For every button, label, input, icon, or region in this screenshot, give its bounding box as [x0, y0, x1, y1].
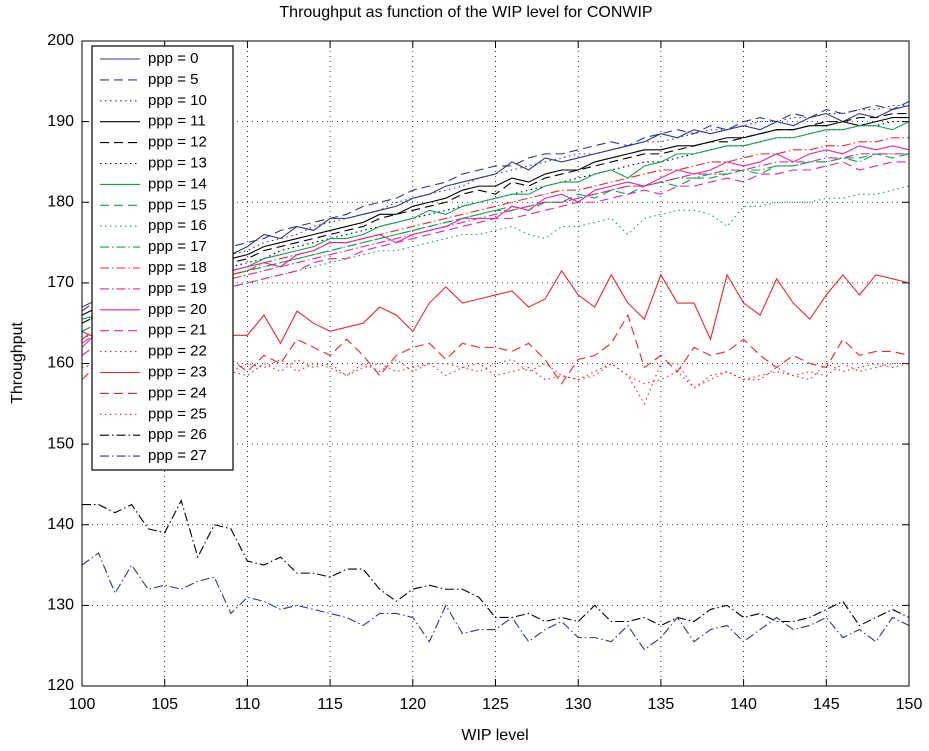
x-tick-label: 125: [482, 696, 509, 713]
legend-label: ppp = 26: [148, 426, 207, 443]
legend-label: ppp = 15: [148, 196, 207, 213]
x-tick-label: 150: [896, 696, 923, 713]
series-line: [82, 499, 910, 627]
legend-label: ppp = 18: [148, 259, 207, 276]
legend-label: ppp = 14: [148, 175, 207, 192]
y-tick-label: 200: [47, 32, 74, 49]
legend-label: ppp = 25: [148, 405, 207, 422]
y-tick-label: 120: [47, 677, 74, 694]
series-line: [81, 100, 910, 312]
y-tick-label: 160: [47, 355, 74, 372]
y-tick-label: 130: [47, 597, 74, 614]
plot-frame: [81, 40, 910, 687]
series-line: [81, 161, 909, 356]
series-line: [81, 552, 910, 651]
legend-label: ppp = 11: [148, 113, 206, 130]
legend-label: ppp = 21: [148, 322, 207, 339]
legend-label: ppp = 13: [148, 154, 207, 171]
series-line: [81, 358, 909, 389]
x-tick-label: 115: [317, 696, 343, 713]
y-tick-label: 180: [47, 193, 74, 210]
legend-label: ppp = 22: [148, 343, 207, 360]
y-tick-label: 140: [47, 516, 74, 533]
x-tick-label: 145: [813, 696, 840, 713]
x-tick-label: 140: [730, 696, 757, 713]
legend-label: ppp = 16: [148, 217, 207, 234]
y-tick-label: 190: [47, 113, 74, 130]
x-tick-label: 135: [648, 696, 675, 713]
legend-label: ppp = 20: [148, 301, 207, 318]
legend-label: ppp = 0: [148, 50, 198, 67]
x-tick-label: 100: [69, 696, 96, 713]
series-line: [81, 113, 909, 324]
legend-label: ppp = 17: [148, 238, 207, 255]
y-tick-label: 150: [47, 435, 74, 452]
x-tick-label: 130: [565, 696, 592, 713]
x-tick-label: 120: [399, 696, 426, 713]
series-line: [81, 104, 909, 316]
legend-label: ppp = 27: [148, 447, 207, 464]
legend-label: ppp = 19: [148, 280, 207, 297]
x-tick-label: 105: [151, 696, 178, 713]
legend-label: ppp = 12: [148, 134, 207, 151]
chart-title: Throughput as function of the WIP level …: [279, 4, 652, 21]
legend: ppp = 0 ppp = 5 ppp = 10 ppp = 11 ppp = 12 pp…: [91, 45, 234, 471]
series-line: [81, 358, 910, 406]
x-axis-label: WIP level: [461, 727, 528, 744]
y-tick-label: 170: [47, 274, 74, 291]
x-tick-label: 110: [235, 696, 261, 713]
legend-label: ppp = 5: [148, 71, 198, 88]
legend-box: [91, 45, 234, 471]
legend-label: ppp = 24: [148, 384, 207, 401]
legend-label: ppp = 10: [148, 92, 207, 109]
legend-label: ppp = 23: [148, 363, 207, 380]
y-axis-label: Throughput: [9, 322, 26, 404]
series-line: [81, 185, 910, 340]
